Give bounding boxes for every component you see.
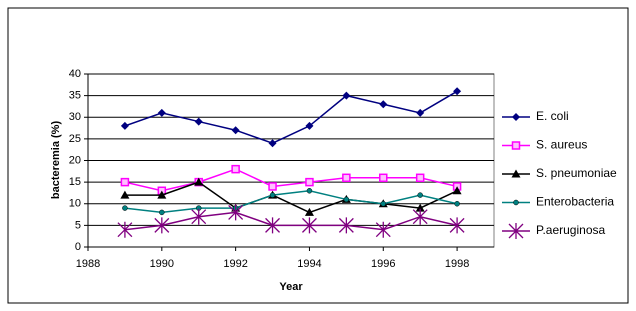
marker — [511, 169, 521, 178]
x-tick-label: 1996 — [371, 258, 395, 270]
legend-label: S. aureus — [536, 138, 587, 152]
marker — [120, 177, 130, 187]
marker — [513, 199, 519, 206]
marker — [415, 173, 425, 183]
marker — [301, 217, 317, 234]
marker — [305, 177, 314, 187]
series-line — [124, 190, 458, 214]
marker — [342, 91, 351, 100]
marker — [415, 203, 425, 212]
y-tick-label: 30 — [69, 111, 81, 123]
marker — [449, 217, 465, 234]
series-line — [124, 211, 458, 231]
marker — [157, 190, 167, 199]
legend-label: Enterobacteria — [536, 195, 614, 209]
marker — [268, 182, 277, 191]
y-tick-label: 40 — [69, 68, 81, 80]
marker — [380, 201, 387, 207]
y-tick-label: 25 — [69, 133, 81, 145]
y-tick-label: 35 — [69, 90, 81, 102]
marker — [416, 108, 425, 117]
y-tick-label: 5 — [75, 219, 81, 231]
marker — [452, 186, 462, 195]
marker — [379, 100, 388, 109]
marker — [265, 217, 281, 234]
y-tick-label: 15 — [69, 176, 81, 188]
marker — [342, 173, 351, 183]
series-line — [124, 90, 458, 145]
marker — [379, 173, 388, 183]
y-tick-label: 10 — [69, 198, 81, 210]
marker — [231, 126, 240, 135]
marker — [157, 108, 166, 117]
marker — [508, 223, 524, 239]
x-tick-label: 1988 — [76, 258, 100, 270]
marker — [512, 113, 520, 121]
y-tick-label: 0 — [75, 241, 81, 253]
y-axis-title: bacteremia (%) — [50, 121, 62, 200]
marker — [154, 217, 170, 234]
marker — [194, 177, 204, 186]
x-tick-label: 1990 — [150, 258, 174, 270]
marker — [453, 87, 462, 96]
marker — [159, 209, 165, 216]
marker — [120, 190, 130, 199]
x-tick-label: 1994 — [297, 258, 321, 270]
series-line — [124, 181, 458, 214]
x-tick-label: 1992 — [223, 258, 247, 270]
legend-label: E. coli — [536, 109, 569, 123]
x-axis-title: Year — [279, 281, 303, 293]
marker — [454, 201, 460, 207]
marker — [269, 192, 276, 198]
marker — [417, 192, 423, 198]
marker — [228, 204, 244, 221]
legend-label: S. pneumoniae — [536, 166, 617, 180]
marker — [120, 121, 129, 130]
marker — [375, 221, 391, 238]
marker — [511, 141, 521, 150]
x-tick-label: 1998 — [445, 258, 469, 270]
marker — [117, 221, 133, 238]
marker — [305, 121, 314, 130]
marker — [122, 205, 128, 211]
marker — [412, 208, 428, 225]
legend-label: P.aeruginosa — [536, 223, 605, 237]
marker — [306, 188, 313, 194]
marker — [338, 217, 354, 234]
series-line — [124, 168, 458, 192]
marker — [191, 208, 207, 225]
marker — [268, 139, 277, 148]
marker — [343, 196, 350, 203]
marker — [194, 117, 203, 126]
marker — [304, 207, 314, 216]
y-tick-label: 20 — [69, 154, 81, 166]
marker — [231, 164, 240, 174]
